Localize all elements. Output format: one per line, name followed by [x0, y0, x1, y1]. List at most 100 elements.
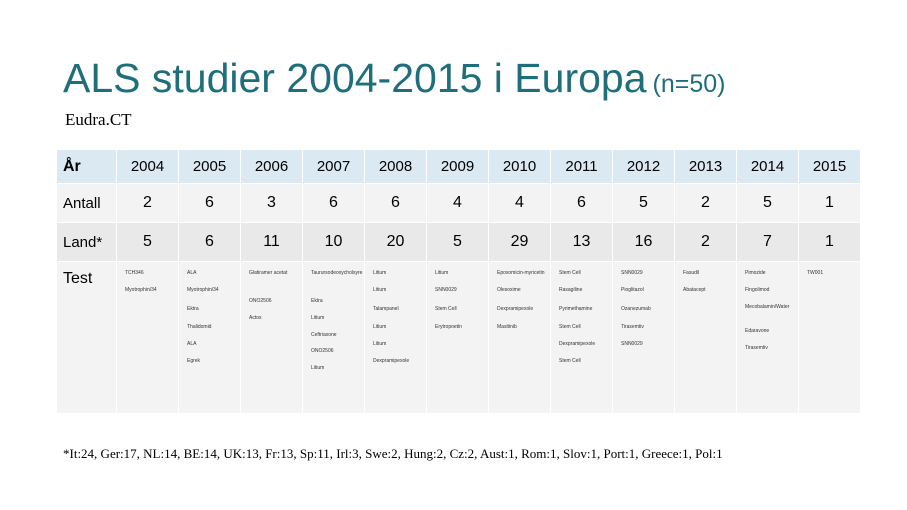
land-row: Land* 5 6 11 10 20 5 29 13 16 2 7 1 — [57, 223, 861, 262]
test-item: Litium — [311, 315, 325, 321]
test-item: Litium — [373, 324, 387, 330]
test-item: Dexpramipexole — [497, 306, 534, 312]
test-item: Stem Cell — [559, 358, 581, 364]
land-cell: 11 — [241, 223, 303, 262]
antall-cell: 5 — [737, 184, 799, 223]
test-item: TW001 — [807, 270, 824, 276]
test-item: SNN0029 — [435, 287, 457, 293]
year-cell: 2005 — [179, 150, 241, 184]
test-item: Ektra — [311, 298, 323, 304]
test-item: Olesoxime — [497, 287, 521, 293]
antall-cell: 1 — [799, 184, 861, 223]
test-cell-2013: Fasudil Abatacept — [675, 262, 737, 414]
test-item: Litium — [373, 287, 387, 293]
test-item: Stem Cell — [559, 324, 581, 330]
slide-title: ALS studier 2004-2015 i Europa (n=50) — [63, 55, 725, 107]
test-item: SNN0029 — [621, 270, 643, 276]
test-item: Stem Cell — [559, 270, 581, 276]
land-label: Land* — [57, 223, 117, 262]
land-cell: 10 — [303, 223, 365, 262]
test-item: Actos — [249, 315, 262, 321]
test-item: ALA — [187, 341, 197, 347]
test-item: Thalidomid — [187, 324, 212, 330]
antall-cell: 6 — [179, 184, 241, 223]
land-cell: 5 — [427, 223, 489, 262]
test-item: Litium — [435, 270, 449, 276]
test-item: Ektra — [187, 306, 199, 312]
year-cell: 2009 — [427, 150, 489, 184]
land-cell: 1 — [799, 223, 861, 262]
test-cell-2004: TCH346 Myotrophin/34 — [117, 262, 179, 414]
test-item: Rasagiline — [559, 287, 583, 293]
antall-cell: 6 — [551, 184, 613, 223]
test-item: Dexpramipexole — [559, 341, 596, 347]
test-item: Pioglitazol — [621, 287, 644, 293]
land-cell: 29 — [489, 223, 551, 262]
test-item: Tirasemtiv — [745, 345, 768, 351]
test-item: Dexpramipexole — [373, 358, 410, 364]
test-cell-2014: Pimozide Fingolimod Mecobalamin/Water Ed… — [737, 262, 799, 414]
test-item: Ozanezumab — [621, 306, 651, 312]
test-item: Ceftriaxone — [311, 332, 337, 338]
test-cell-2006: Glatiramer acetat ONO2506 Actos — [241, 262, 303, 414]
subtitle: Eudra.CT — [65, 110, 132, 129]
test-item: Mecobalamin/Water — [745, 304, 790, 310]
test-cell-2008: Litium Litium Talampanel Litium Litium D… — [365, 262, 427, 414]
antall-cell: 4 — [489, 184, 551, 223]
test-item: Pimozide — [745, 270, 766, 276]
antall-cell: 4 — [427, 184, 489, 223]
test-item: Glatiramer acetat — [249, 270, 288, 276]
test-label: Test — [57, 262, 117, 414]
antall-cell: 3 — [241, 184, 303, 223]
test-item: Fasudil — [683, 270, 700, 276]
land-cell: 20 — [365, 223, 427, 262]
test-item: Pyrimethamine — [559, 306, 593, 312]
antall-cell: 2 — [117, 184, 179, 223]
antall-cell: 6 — [365, 184, 427, 223]
antall-cell: 2 — [675, 184, 737, 223]
test-item: TCH346 — [125, 270, 144, 276]
test-item: Fingolimod — [745, 287, 770, 293]
land-cell: 7 — [737, 223, 799, 262]
test-cell-2010: Epoxomicin-myricetin Olesoxime Dexpramip… — [489, 262, 551, 414]
title-count: (n=50) — [652, 70, 726, 98]
year-cell: 2007 — [303, 150, 365, 184]
test-item: Edaravone — [745, 328, 770, 334]
test-item: Litium — [373, 341, 387, 347]
test-item: Litium — [311, 365, 325, 371]
test-item: Erytropoetin — [435, 324, 462, 330]
title-text: ALS studier 2004-2015 i Europa — [63, 55, 647, 101]
year-cell: 2008 — [365, 150, 427, 184]
test-item: Stem Cell — [435, 306, 457, 312]
test-item: Masitinib — [497, 324, 517, 330]
year-cell: 2011 — [551, 150, 613, 184]
year-cell: 2004 — [117, 150, 179, 184]
test-row: Test TCH346 Myotrophin/34 ALA Myotrophin… — [57, 262, 861, 414]
test-item: Abatacept — [683, 287, 706, 293]
test-item: Myotrophin/34 — [125, 287, 157, 293]
test-item: SNN0029 — [621, 341, 643, 347]
test-item: Taurursodeoxycholsyre — [311, 270, 363, 276]
test-item: Tirasemtiv — [621, 324, 644, 330]
year-cell: 2013 — [675, 150, 737, 184]
country-footnote: *It:24, Ger:17, NL:14, BE:14, UK:13, Fr:… — [63, 446, 723, 461]
test-cell-2005: ALA Myotrophin/34 Ektra Thalidomid ALA E… — [179, 262, 241, 414]
test-item: Litium — [373, 270, 387, 276]
land-cell: 5 — [117, 223, 179, 262]
antall-label: Antall — [57, 184, 117, 223]
antall-row: Antall 2 6 3 6 6 4 4 6 5 2 5 1 — [57, 184, 861, 223]
year-cell: 2015 — [799, 150, 861, 184]
studies-table: År 2004 2005 2006 2007 2008 2009 2010 20… — [57, 150, 861, 414]
land-cell: 2 — [675, 223, 737, 262]
test-item: Egrek — [187, 358, 201, 364]
year-cell: 2014 — [737, 150, 799, 184]
test-item: ONO2506 — [249, 298, 272, 304]
year-cell: 2006 — [241, 150, 303, 184]
year-header-label: År — [57, 150, 117, 184]
test-item: ONO2506 — [311, 348, 334, 354]
land-cell: 16 — [613, 223, 675, 262]
year-cell: 2010 — [489, 150, 551, 184]
test-item: Myotrophin/34 — [187, 287, 219, 293]
antall-cell: 5 — [613, 184, 675, 223]
year-cell: 2012 — [613, 150, 675, 184]
